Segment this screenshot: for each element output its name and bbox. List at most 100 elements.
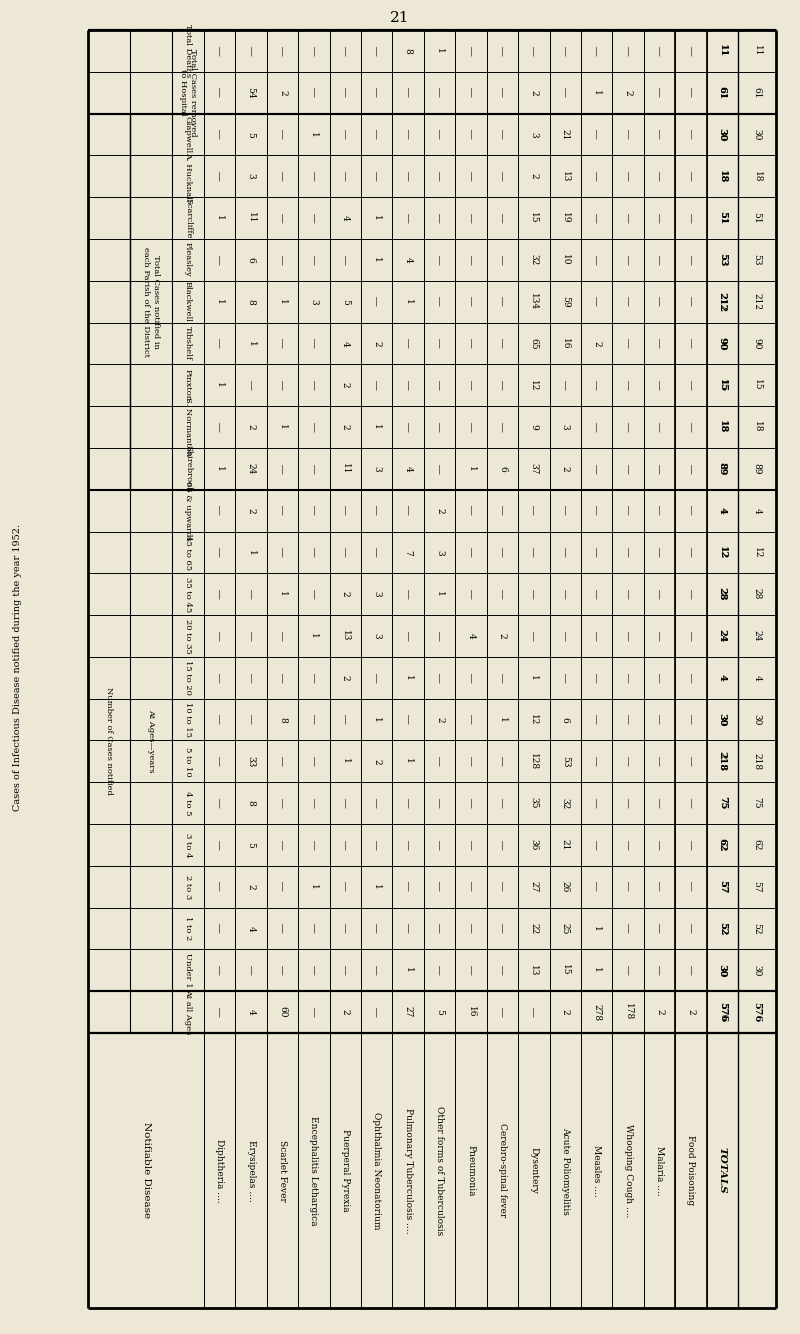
Text: 6: 6 (246, 257, 256, 263)
Text: 89: 89 (718, 463, 726, 475)
Text: 36: 36 (530, 839, 538, 851)
Text: 1: 1 (246, 550, 256, 555)
Text: Whooping Cough ....: Whooping Cough .... (623, 1123, 633, 1217)
Text: 62: 62 (753, 839, 762, 851)
Text: |: | (438, 297, 442, 307)
Text: |: | (470, 380, 473, 390)
Text: 15: 15 (753, 379, 762, 391)
Text: 5: 5 (341, 299, 350, 304)
Text: |: | (626, 213, 630, 223)
Text: |: | (501, 213, 504, 223)
Text: |: | (344, 923, 347, 934)
Text: |: | (658, 297, 661, 307)
Text: |: | (406, 840, 410, 850)
Text: |: | (690, 882, 693, 891)
Text: |: | (406, 715, 410, 724)
Text: 19: 19 (561, 212, 570, 224)
Text: 16: 16 (466, 1006, 475, 1018)
Text: |: | (344, 840, 347, 850)
Text: |: | (438, 464, 442, 474)
Text: 4: 4 (404, 466, 413, 472)
Text: 2: 2 (278, 89, 287, 96)
Text: 1: 1 (372, 257, 382, 263)
Text: |: | (375, 923, 378, 934)
Text: |: | (281, 840, 284, 850)
Text: |: | (690, 255, 693, 264)
Text: |: | (438, 172, 442, 181)
Text: |: | (564, 674, 567, 683)
Text: |: | (406, 213, 410, 223)
Text: |: | (312, 923, 315, 934)
Text: 21: 21 (561, 839, 570, 851)
Text: 3: 3 (561, 424, 570, 430)
Text: |: | (218, 255, 222, 264)
Text: 24: 24 (718, 630, 726, 642)
Text: 51: 51 (718, 212, 726, 224)
Text: |: | (218, 798, 222, 808)
Text: |: | (470, 674, 473, 683)
Text: 15: 15 (561, 964, 570, 976)
Text: 52: 52 (753, 923, 762, 934)
Text: 21: 21 (390, 11, 410, 25)
Text: |: | (595, 674, 598, 683)
Text: 3: 3 (435, 550, 444, 555)
Text: 1: 1 (435, 591, 444, 598)
Text: 128: 128 (530, 752, 538, 770)
Text: |: | (281, 47, 284, 56)
Text: |: | (690, 339, 693, 348)
Text: 18: 18 (753, 422, 762, 432)
Text: |: | (690, 798, 693, 808)
Text: 2: 2 (341, 1010, 350, 1015)
Text: |: | (532, 548, 535, 558)
Text: |: | (658, 172, 661, 181)
Text: |: | (501, 882, 504, 891)
Text: 18: 18 (718, 171, 726, 181)
Text: 59: 59 (561, 296, 570, 307)
Text: 212: 212 (718, 292, 726, 312)
Text: 13: 13 (341, 630, 350, 642)
Text: 61: 61 (718, 87, 726, 99)
Text: Dysentery: Dysentery (530, 1147, 538, 1194)
Text: Pinxton: Pinxton (184, 370, 192, 402)
Text: 30: 30 (718, 129, 726, 140)
Text: |: | (344, 47, 347, 56)
Text: Total Cases notified in
each Parish of the District: Total Cases notified in each Parish of t… (142, 247, 160, 356)
Text: |: | (438, 339, 442, 348)
Text: |: | (312, 674, 315, 683)
Text: |: | (564, 380, 567, 390)
Text: 75: 75 (753, 798, 762, 808)
Text: Pleasley: Pleasley (184, 243, 192, 277)
Text: |: | (532, 47, 535, 56)
Text: |: | (438, 923, 442, 934)
Text: |: | (658, 840, 661, 850)
Text: TOTALS: TOTALS (718, 1147, 726, 1194)
Text: |: | (281, 129, 284, 139)
Text: 5 to 10: 5 to 10 (184, 747, 192, 776)
Text: 10 to 15: 10 to 15 (184, 702, 192, 738)
Text: 8: 8 (278, 716, 287, 723)
Text: 5: 5 (246, 842, 256, 848)
Text: |: | (626, 172, 630, 181)
Text: 4: 4 (246, 926, 256, 931)
Text: 1: 1 (310, 634, 318, 639)
Text: |: | (658, 631, 661, 640)
Text: 90: 90 (753, 338, 762, 350)
Text: 45 to 65: 45 to 65 (184, 535, 192, 570)
Text: |: | (690, 590, 693, 599)
Text: Malaria ....: Malaria .... (655, 1146, 664, 1195)
Text: |: | (281, 213, 284, 223)
Text: |: | (658, 798, 661, 808)
Text: 134: 134 (530, 293, 538, 311)
Text: Erysipelas ....: Erysipelas .... (246, 1139, 256, 1202)
Text: |: | (375, 47, 378, 56)
Text: |: | (375, 172, 378, 181)
Text: 11: 11 (246, 212, 256, 224)
Text: 576: 576 (718, 1003, 726, 1021)
Text: |: | (658, 756, 661, 766)
Text: 35: 35 (530, 798, 538, 808)
Text: |: | (438, 966, 442, 975)
Text: |: | (470, 88, 473, 97)
Text: |: | (344, 255, 347, 264)
Text: |: | (344, 548, 347, 558)
Text: 32: 32 (561, 798, 570, 808)
